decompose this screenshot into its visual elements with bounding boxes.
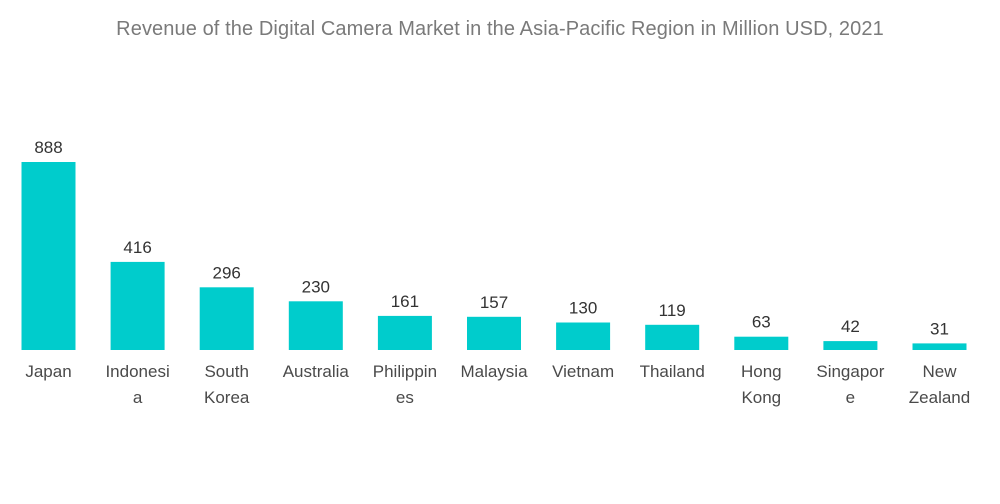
category-label-10-line-1: Zealand [909, 388, 970, 407]
category-label-8-line-1: Kong [741, 388, 781, 407]
value-label-10: 31 [930, 319, 949, 338]
category-label-6-line-0: Vietnam [552, 362, 614, 381]
category-label-4-line-0: Philippin [373, 362, 437, 381]
category-label-5-line-0: Malaysia [460, 362, 528, 381]
bar-9 [823, 341, 878, 350]
value-label-5: 157 [480, 293, 508, 312]
category-label-7-line-0: Thailand [640, 362, 705, 381]
value-label-3: 230 [302, 277, 330, 296]
category-label-1-line-0: Indonesi [105, 362, 169, 381]
bar-7 [645, 324, 700, 350]
value-labels-group: 888 416 296 230 161 157 130 119 63 42 31 [34, 138, 949, 338]
bar-10 [912, 343, 967, 350]
value-label-4: 161 [391, 292, 419, 311]
category-label-4-line-1: es [396, 388, 414, 407]
category-label-9-line-1: e [846, 388, 855, 407]
bar-5 [467, 316, 521, 350]
category-label-8-line-0: Hong [741, 362, 782, 381]
category-labels-group: Japan Indonesi a South Korea Australia Philipp… [25, 362, 970, 407]
category-label-10-line-0: New [922, 362, 957, 381]
value-label-7: 119 [659, 301, 686, 320]
category-label-2-line-0: South [204, 362, 248, 381]
bar-8 [734, 336, 789, 350]
bar-4 [377, 315, 432, 350]
category-label-9-line-0: Singapor [816, 362, 884, 381]
category-label-0-line-0: Japan [25, 362, 71, 381]
bar-0 [21, 162, 76, 350]
bar-1 [110, 261, 165, 350]
bar-2 [199, 287, 254, 350]
category-label-1-line-1: a [133, 388, 143, 407]
bars-group [21, 162, 967, 350]
category-label-2-line-1: Korea [204, 388, 250, 407]
value-label-2: 296 [213, 263, 241, 282]
value-label-8: 63 [752, 313, 771, 332]
category-label-3-line-0: Australia [283, 362, 350, 381]
value-label-0: 888 [34, 138, 62, 157]
bar-3 [288, 301, 343, 350]
value-label-9: 42 [841, 317, 860, 336]
bar-6 [556, 322, 611, 350]
value-label-1: 416 [123, 238, 151, 257]
value-label-6: 130 [569, 299, 597, 318]
chart-title: Revenue of the Digital Camera Market in … [116, 18, 884, 40]
